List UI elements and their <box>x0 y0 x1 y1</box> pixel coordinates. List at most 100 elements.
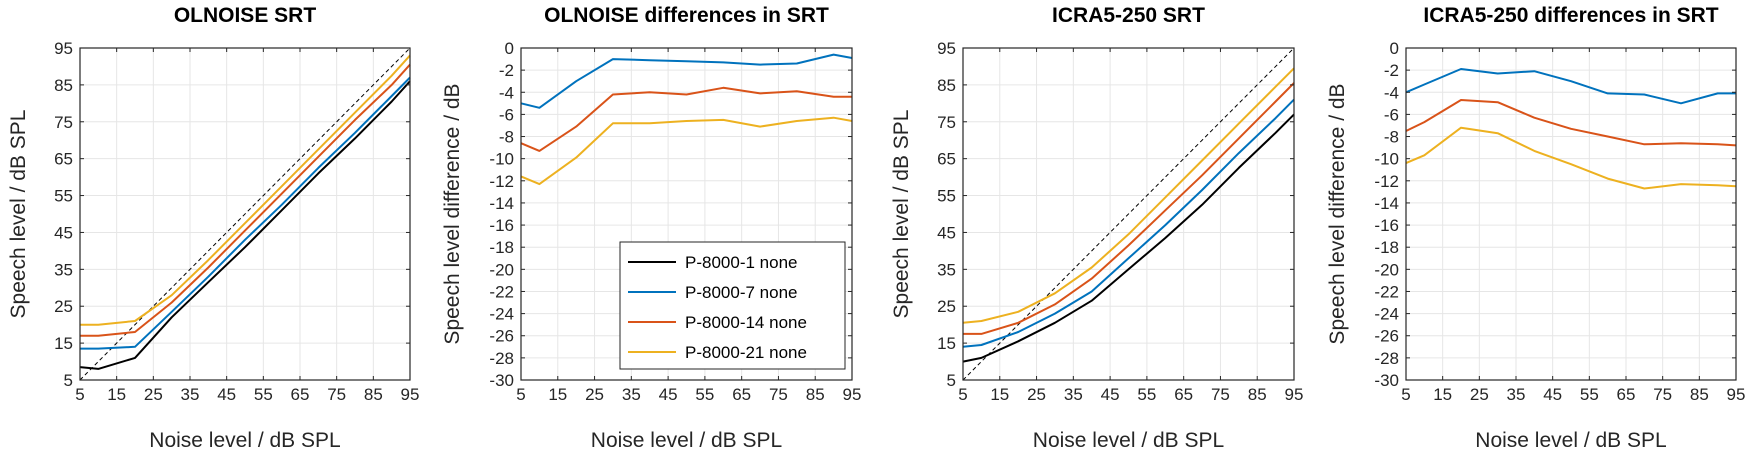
series-line-p-8000-14-none <box>80 63 411 337</box>
x-tick-label: 95 <box>1285 385 1304 404</box>
chart-title: OLNOISE SRT <box>174 4 317 27</box>
panel-3: 5 15 25 35 45 55 65 75 85 95 5 15 25 35 45 55 65 75 85 95 IC… <box>890 4 1303 452</box>
x-tick-label: 95 <box>1727 385 1746 404</box>
y-tick-label: 65 <box>937 150 956 169</box>
legend-entry-label: P-8000-7 none <box>685 283 797 302</box>
legend-entry-label: P-8000-14 none <box>685 313 807 332</box>
x-tick-label: 35 <box>1507 385 1526 404</box>
y-tick-label: 95 <box>54 39 73 58</box>
series-line-p-8000-14-none <box>1405 99 1737 147</box>
y-tick-label: -14 <box>489 194 514 213</box>
y-tick-label: -10 <box>489 150 514 169</box>
y-tick-label: 35 <box>54 260 73 279</box>
x-tick-label: 25 <box>1027 385 1046 404</box>
x-tick-label: 75 <box>327 385 346 404</box>
series-line-p-8000-14-none <box>520 86 852 152</box>
x-tick-label: 95 <box>843 385 862 404</box>
y-tick-label: 5 <box>947 371 956 390</box>
chart-title: OLNOISE differences in SRT <box>544 4 829 27</box>
x-tick-label: 85 <box>364 385 383 404</box>
y-tick-label: -12 <box>489 172 514 191</box>
series-line-p-8000-14-none <box>963 82 1295 335</box>
series-line-p-8000-7-none <box>80 76 411 350</box>
axes-box <box>520 47 853 381</box>
x-axis-label: Noise level / dB SPL <box>591 429 782 452</box>
y-axis-label: Speech level difference / dB <box>1326 83 1349 344</box>
y-tick-label: -24 <box>489 305 514 324</box>
y-tick-label: -24 <box>1374 305 1399 324</box>
y-tick-label: 0 <box>1390 39 1399 58</box>
y-tick-label: -26 <box>489 327 514 346</box>
x-tick-label: 15 <box>107 385 126 404</box>
panel-2: 5 15 25 35 45 55 65 75 85 95 0 -2 -4 -6 -8 -10 -12 -14 -16… <box>441 4 861 452</box>
legend-entry-label: P-8000-1 none <box>685 253 797 272</box>
y-tick-label: -20 <box>1374 260 1399 279</box>
y-tick-label: 15 <box>54 334 73 353</box>
legend-entry-label: P-8000-21 none <box>685 343 807 362</box>
y-tick-label: -8 <box>1384 128 1399 147</box>
x-tick-label: 65 <box>732 385 751 404</box>
y-tick-label: 15 <box>937 334 956 353</box>
y-tick-label: -22 <box>489 282 514 301</box>
y-tick-label: -30 <box>1374 371 1399 390</box>
x-tick-label: 55 <box>254 385 273 404</box>
x-tick-label: 65 <box>291 385 310 404</box>
y-tick-label: -30 <box>489 371 514 390</box>
x-tick-label: 85 <box>806 385 825 404</box>
y-axis-label: Speech level / dB SPL <box>7 110 30 319</box>
y-tick-label: 85 <box>937 76 956 95</box>
y-tick-label: -26 <box>1374 327 1399 346</box>
y-tick-label: -18 <box>489 238 514 257</box>
reference-line <box>962 47 1295 381</box>
x-axis-label: Noise level / dB SPL <box>1033 429 1224 452</box>
plot-area <box>1406 48 1736 380</box>
chart-title: ICRA5-250 differences in SRT <box>1423 4 1718 27</box>
y-tick-label: -28 <box>489 349 514 368</box>
y-tick-label: -16 <box>489 216 514 235</box>
x-tick-label: 5 <box>958 385 967 404</box>
axes-box <box>962 47 1295 381</box>
y-tick-label: -20 <box>489 260 514 279</box>
y-tick-label: 55 <box>54 187 73 206</box>
x-tick-label: 55 <box>1137 385 1156 404</box>
y-tick-label: -4 <box>1384 83 1399 102</box>
series-line-p-8000-21-none <box>80 54 411 326</box>
reference-line <box>79 47 411 381</box>
x-tick-label: 35 <box>1064 385 1083 404</box>
x-tick-label: 55 <box>1580 385 1599 404</box>
y-tick-label: -16 <box>1374 216 1399 235</box>
x-tick-label: 15 <box>990 385 1009 404</box>
y-tick-label: 75 <box>937 113 956 132</box>
legend: P-8000-1 none P-8000-7 none P-8000-14 none… <box>619 241 846 370</box>
y-tick-label: 5 <box>64 371 73 390</box>
y-tick-label: -6 <box>499 105 514 124</box>
x-tick-label: 45 <box>1101 385 1120 404</box>
y-tick-label: -4 <box>499 83 514 102</box>
x-tick-label: 35 <box>181 385 200 404</box>
y-tick-label: -2 <box>1384 61 1399 80</box>
y-tick-label: 25 <box>937 297 956 316</box>
series-line-p-8000-21-none <box>962 67 1295 324</box>
x-tick-label: 25 <box>1470 385 1489 404</box>
x-tick-label: 95 <box>401 385 420 404</box>
y-tick-label: 65 <box>54 150 73 169</box>
series-line-p-8000-7-none <box>1405 68 1736 105</box>
y-tick-label: -14 <box>1374 194 1399 213</box>
x-tick-label: 75 <box>1653 385 1672 404</box>
x-tick-label: 35 <box>622 385 641 404</box>
y-tick-label: 0 <box>505 39 514 58</box>
x-tick-label: 5 <box>1401 385 1410 404</box>
x-tick-label: 75 <box>1211 385 1230 404</box>
x-tick-label: 55 <box>695 385 714 404</box>
series-line-p-8000-7-none <box>962 98 1295 348</box>
y-tick-label: 35 <box>937 260 956 279</box>
y-tick-label: 45 <box>937 223 956 242</box>
series-line-p-8000-21-none <box>1405 126 1737 190</box>
x-tick-label: 65 <box>1617 385 1636 404</box>
x-tick-label: 25 <box>144 385 163 404</box>
x-tick-label: 15 <box>1433 385 1452 404</box>
x-tick-label: 45 <box>217 385 236 404</box>
y-tick-label: -12 <box>1374 172 1399 191</box>
y-tick-label: -6 <box>1384 105 1399 124</box>
